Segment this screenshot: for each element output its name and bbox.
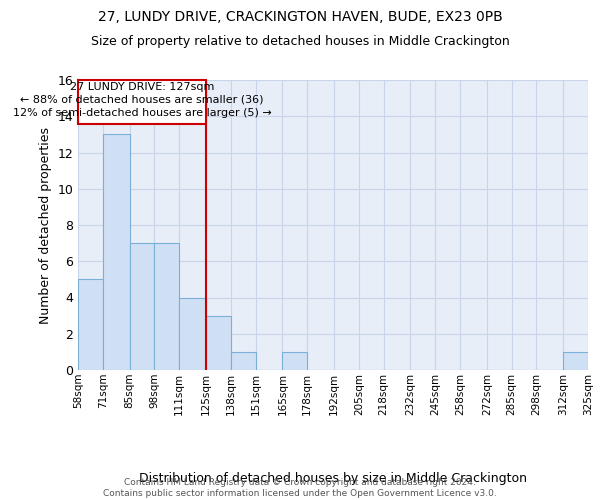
- Bar: [154, 243, 179, 370]
- Text: 27 LUNDY DRIVE: 127sqm: 27 LUNDY DRIVE: 127sqm: [70, 82, 214, 92]
- FancyBboxPatch shape: [78, 80, 206, 124]
- Bar: [231, 352, 256, 370]
- Y-axis label: Number of detached properties: Number of detached properties: [39, 126, 52, 324]
- Text: ← 88% of detached houses are smaller (36): ← 88% of detached houses are smaller (36…: [20, 95, 264, 105]
- Text: Contains HM Land Registry data © Crown copyright and database right 2024.
Contai: Contains HM Land Registry data © Crown c…: [103, 478, 497, 498]
- Bar: [563, 352, 588, 370]
- Bar: [130, 243, 154, 370]
- Text: 12% of semi-detached houses are larger (5) →: 12% of semi-detached houses are larger (…: [13, 108, 271, 118]
- Bar: [206, 316, 231, 370]
- Text: Distribution of detached houses by size in Middle Crackington: Distribution of detached houses by size …: [139, 472, 527, 485]
- Bar: [283, 352, 307, 370]
- Bar: [78, 280, 103, 370]
- Text: Size of property relative to detached houses in Middle Crackington: Size of property relative to detached ho…: [91, 35, 509, 48]
- Bar: [179, 298, 206, 370]
- Bar: [103, 134, 130, 370]
- Text: 27, LUNDY DRIVE, CRACKINGTON HAVEN, BUDE, EX23 0PB: 27, LUNDY DRIVE, CRACKINGTON HAVEN, BUDE…: [98, 10, 502, 24]
